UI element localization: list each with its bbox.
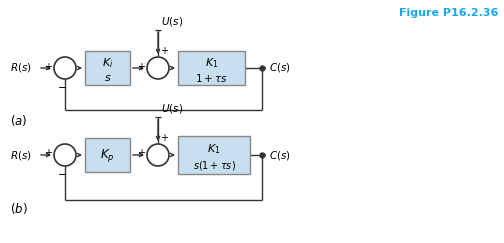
Text: $U(s)$: $U(s)$ <box>161 15 183 28</box>
Text: $s(1 + \tau s)$: $s(1 + \tau s)$ <box>193 159 235 173</box>
Text: $R(s)$: $R(s)$ <box>10 148 32 162</box>
Text: $-$: $-$ <box>57 81 67 91</box>
Text: $R(s)$: $R(s)$ <box>10 61 32 75</box>
Text: $(b)$: $(b)$ <box>10 200 28 216</box>
Text: $+$: $+$ <box>137 148 146 158</box>
Text: $C(s)$: $C(s)$ <box>269 61 291 75</box>
Text: $(a)$: $(a)$ <box>10 113 27 128</box>
Bar <box>85 51 130 85</box>
Text: $C(s)$: $C(s)$ <box>269 148 291 162</box>
Text: $+$: $+$ <box>137 61 146 71</box>
Text: $K_1$: $K_1$ <box>207 142 221 156</box>
Text: $K_1$: $K_1$ <box>205 56 218 70</box>
Text: $+$: $+$ <box>160 132 169 143</box>
Text: $+$: $+$ <box>44 148 53 158</box>
Bar <box>85 138 130 172</box>
Text: $K_i$: $K_i$ <box>102 56 113 70</box>
Text: $+$: $+$ <box>160 45 169 56</box>
Text: $K_p$: $K_p$ <box>100 147 115 164</box>
Text: $+$: $+$ <box>44 61 53 71</box>
Text: $-$: $-$ <box>57 168 67 178</box>
Bar <box>178 136 250 174</box>
Text: $s$: $s$ <box>104 73 111 83</box>
Text: $1 + \tau s$: $1 + \tau s$ <box>195 72 228 84</box>
Text: Figure P16.2.36: Figure P16.2.36 <box>399 8 498 18</box>
Bar <box>178 51 245 85</box>
Text: $U(s)$: $U(s)$ <box>161 102 183 115</box>
